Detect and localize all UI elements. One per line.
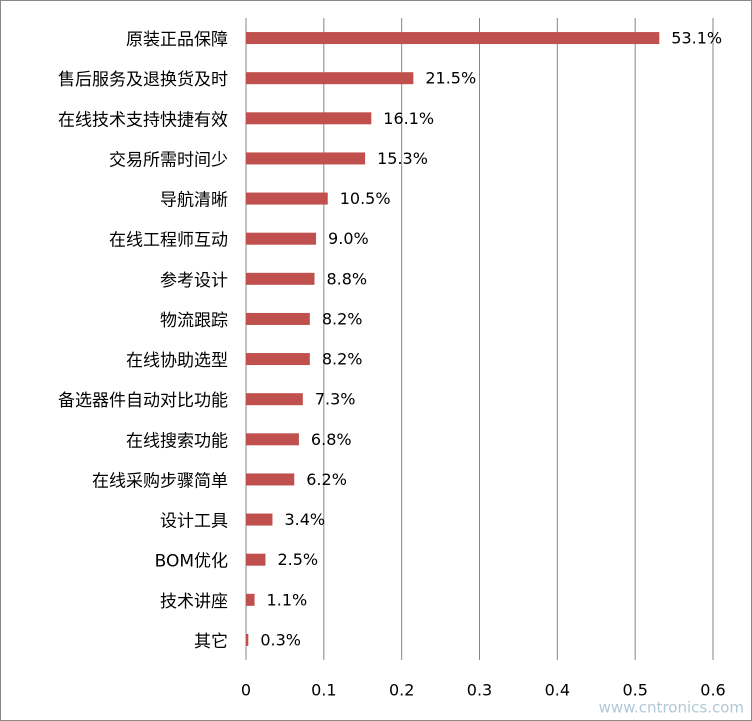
x-tick-label: 0.3 (467, 681, 492, 700)
y-tick-label: 设计工具 (160, 512, 228, 532)
bar (246, 633, 249, 646)
y-tick-label: 在线工程师互动 (109, 231, 228, 251)
y-tick-label: 交易所需时间少 (109, 150, 228, 170)
y-tick-label: 售后服务及退换货及时 (58, 70, 228, 90)
y-tick-label: 在线协助选型 (126, 351, 228, 371)
bar (246, 312, 310, 325)
value-label: 3.4% (284, 510, 325, 529)
y-tick-label: 在线采购步骤简单 (92, 471, 228, 491)
y-tick-label: 物流跟踪 (160, 311, 228, 331)
value-label: 7.3% (315, 390, 356, 409)
y-tick-label: BOM优化 (155, 552, 228, 572)
bar (246, 72, 414, 85)
value-label: 10.5% (340, 189, 391, 208)
x-tick-label: 0.4 (545, 681, 570, 700)
y-tick-label: 原装正品保障 (126, 30, 228, 50)
x-tick-label: 0.2 (389, 681, 414, 700)
bar (246, 553, 266, 566)
bar (246, 393, 303, 406)
value-label: 6.8% (311, 430, 352, 449)
value-label: 21.5% (425, 69, 476, 88)
watermark: www.cntronics.com (599, 699, 744, 717)
y-tick-label: 在线搜索功能 (126, 431, 228, 451)
bar (246, 112, 372, 125)
value-label: 8.2% (322, 309, 363, 328)
y-tick-label: 其它 (194, 632, 228, 652)
value-label: 16.1% (383, 109, 434, 128)
value-label: 6.2% (306, 470, 347, 489)
bar (246, 272, 315, 285)
x-tick-label: 0 (241, 681, 251, 700)
x-tick-label: 0.6 (700, 681, 725, 700)
value-label: 9.0% (328, 229, 369, 248)
bar (246, 152, 366, 165)
y-tick-label: 在线技术支持快捷有效 (58, 110, 228, 130)
value-label: 8.2% (322, 350, 363, 369)
bar (246, 593, 255, 606)
value-label: 8.8% (326, 269, 367, 288)
bar (246, 353, 310, 366)
value-label: 1.1% (267, 590, 308, 609)
bar (246, 433, 299, 446)
bar (246, 473, 295, 486)
bar (246, 32, 660, 45)
x-tick-label: 0.5 (622, 681, 647, 700)
bar (246, 192, 328, 205)
bar (246, 513, 273, 526)
value-label: 2.5% (277, 550, 318, 569)
y-tick-label: 备选器件自动对比功能 (58, 391, 228, 411)
bar (246, 232, 317, 245)
value-label: 0.3% (260, 630, 301, 649)
value-label: 53.1% (671, 29, 722, 48)
x-tick-label: 0.1 (311, 681, 336, 700)
y-tick-label: 技术讲座 (160, 592, 228, 612)
y-tick-label: 导航清晰 (160, 191, 228, 211)
y-tick-label: 参考设计 (160, 271, 228, 291)
value-label: 15.3% (377, 149, 428, 168)
